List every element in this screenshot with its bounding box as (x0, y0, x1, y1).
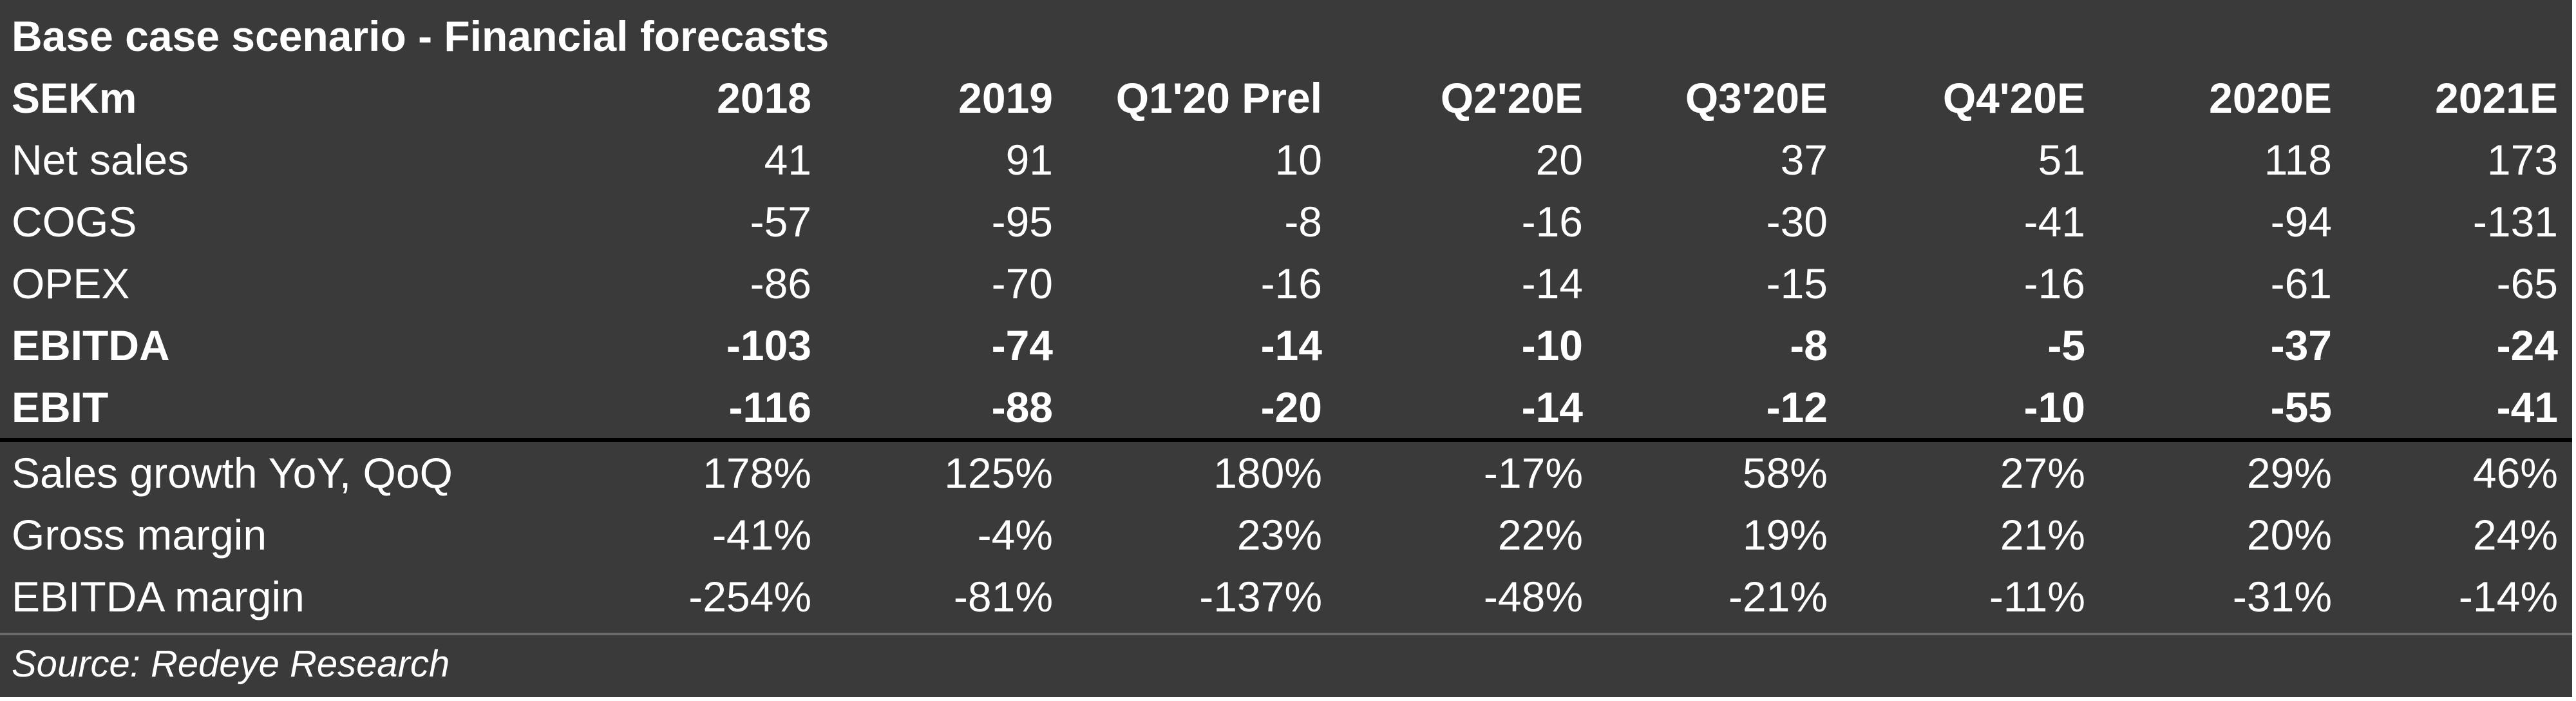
header-q3-20e: Q3'20E (1685, 74, 1828, 122)
cell: 118 (2264, 136, 2332, 184)
source-note: Source: Redeye Research (12, 643, 450, 685)
cell: -65 (2496, 260, 2558, 307)
row-label: OPEX (12, 260, 130, 307)
cell: 173 (2486, 136, 2558, 184)
cell: 41 (764, 136, 811, 184)
row-ebit: EBIT -116 -88 -20 -14 -12 -10 -55 -41 (0, 376, 2572, 440)
cell: -24 (2496, 322, 2558, 369)
header-q4-20e: Q4'20E (1942, 74, 2085, 122)
row-cogs: COGS -57 -95 -8 -16 -30 -41 -94 -131 (0, 191, 2572, 253)
header-2020e: 2020E (2209, 74, 2332, 122)
table-title: Base case scenario - Financial forecasts (12, 12, 829, 60)
row-label: Net sales (12, 136, 189, 184)
cell: 29% (2099, 438, 2346, 504)
row-net-sales: Net sales 41 91 10 20 37 51 118 173 (0, 129, 2572, 191)
cell: -14% (2458, 573, 2558, 620)
cell: -37 (2270, 322, 2332, 369)
source-divider (0, 633, 2572, 635)
cell: -74 (991, 322, 1053, 369)
row-label: Gross margin (12, 511, 267, 559)
cell: 10 (1274, 136, 1322, 184)
cell: -41 (2496, 383, 2558, 431)
cell: 24% (2472, 511, 2558, 559)
row-label: COGS (12, 198, 137, 245)
cell: -41% (712, 511, 811, 559)
cell: 19% (1742, 511, 1828, 559)
row-opex: OPEX -86 -70 -16 -14 -15 -16 -61 -65 (0, 253, 2572, 314)
cell: -131 (2472, 198, 2558, 245)
row-label: EBIT (12, 383, 109, 431)
cell: 21% (2000, 511, 2085, 559)
cell: -70 (991, 260, 1053, 307)
header-row: SEKm 2018 2019 Q1'20 Prel Q2'20E Q3'20E … (0, 67, 2572, 129)
cell: 20 (1535, 136, 1583, 184)
cell: -12 (1766, 383, 1828, 431)
cell: -94 (2270, 198, 2332, 245)
cell: -11% (1989, 573, 2085, 620)
cell: -57 (750, 198, 811, 245)
cell: -86 (750, 260, 811, 307)
header-q1-20-prel: Q1'20 Prel (1115, 74, 1322, 122)
cell: -4% (977, 511, 1053, 559)
cell: -95 (991, 198, 1053, 245)
cell: 180% (1067, 438, 1336, 504)
cell: -55 (2270, 383, 2332, 431)
cell: 91 (1005, 136, 1053, 184)
cell: -16 (1260, 260, 1322, 307)
cell: -61 (2270, 260, 2332, 307)
cell: -31% (2232, 573, 2332, 620)
header-2019: 2019 (958, 74, 1053, 122)
cell: -20 (1260, 383, 1322, 431)
cell: -21% (1728, 573, 1828, 620)
cell: -8 (1284, 198, 1322, 245)
cell: -137% (1199, 573, 1322, 620)
row-ebitda: EBITDA -103 -74 -14 -10 -8 -5 -37 -24 (0, 314, 2572, 376)
cell: 23% (1236, 511, 1322, 559)
row-gross-margin: Gross margin -41% -4% 23% 22% 19% 21% 20… (0, 504, 2572, 566)
row-label: EBITDA margin (12, 573, 305, 620)
cell: 22% (1497, 511, 1583, 559)
cell: 125% (826, 438, 1067, 504)
row-sales-growth: Sales growth YoY, QoQ 178% 125% 180% -17… (0, 438, 2572, 504)
financial-forecast-table: SEKm 2018 2019 Q1'20 Prel Q2'20E Q3'20E … (0, 67, 2572, 628)
cell: -116 (728, 383, 811, 431)
cell: 20% (2246, 511, 2332, 559)
cell: -14 (1521, 260, 1583, 307)
cell: 27% (1842, 438, 2099, 504)
cell: -10 (1521, 322, 1583, 369)
header-q2-20e: Q2'20E (1440, 74, 1583, 122)
cell: -17% (1336, 438, 1597, 504)
cell: 46% (2346, 438, 2572, 504)
row-ebitda-margin: EBITDA margin -254% -81% -137% -48% -21%… (0, 566, 2572, 628)
cell: -103 (726, 322, 811, 369)
cell: -8 (1790, 322, 1828, 369)
cell: 51 (2038, 136, 2085, 184)
cell: -48% (1483, 573, 1583, 620)
cell: 37 (1780, 136, 1828, 184)
cell: -10 (2023, 383, 2085, 431)
row-label: Sales growth YoY, QoQ (0, 438, 605, 504)
cell: -15 (1766, 260, 1828, 307)
header-unit: SEKm (12, 74, 137, 122)
cell: -88 (991, 383, 1053, 431)
cell: 178% (605, 438, 826, 504)
cell: -41 (2023, 198, 2085, 245)
cell: -16 (2023, 260, 2085, 307)
cell: -81% (953, 573, 1053, 620)
cell: -14 (1521, 383, 1583, 431)
cell: -30 (1766, 198, 1828, 245)
cell: -14 (1260, 322, 1322, 369)
cell: -254% (688, 573, 811, 620)
cell: 58% (1597, 438, 1842, 504)
header-2018: 2018 (717, 74, 811, 122)
row-label: EBITDA (12, 322, 170, 369)
cell: -16 (1521, 198, 1583, 245)
cell: -5 (2047, 322, 2085, 369)
header-2021e: 2021E (2435, 74, 2558, 122)
